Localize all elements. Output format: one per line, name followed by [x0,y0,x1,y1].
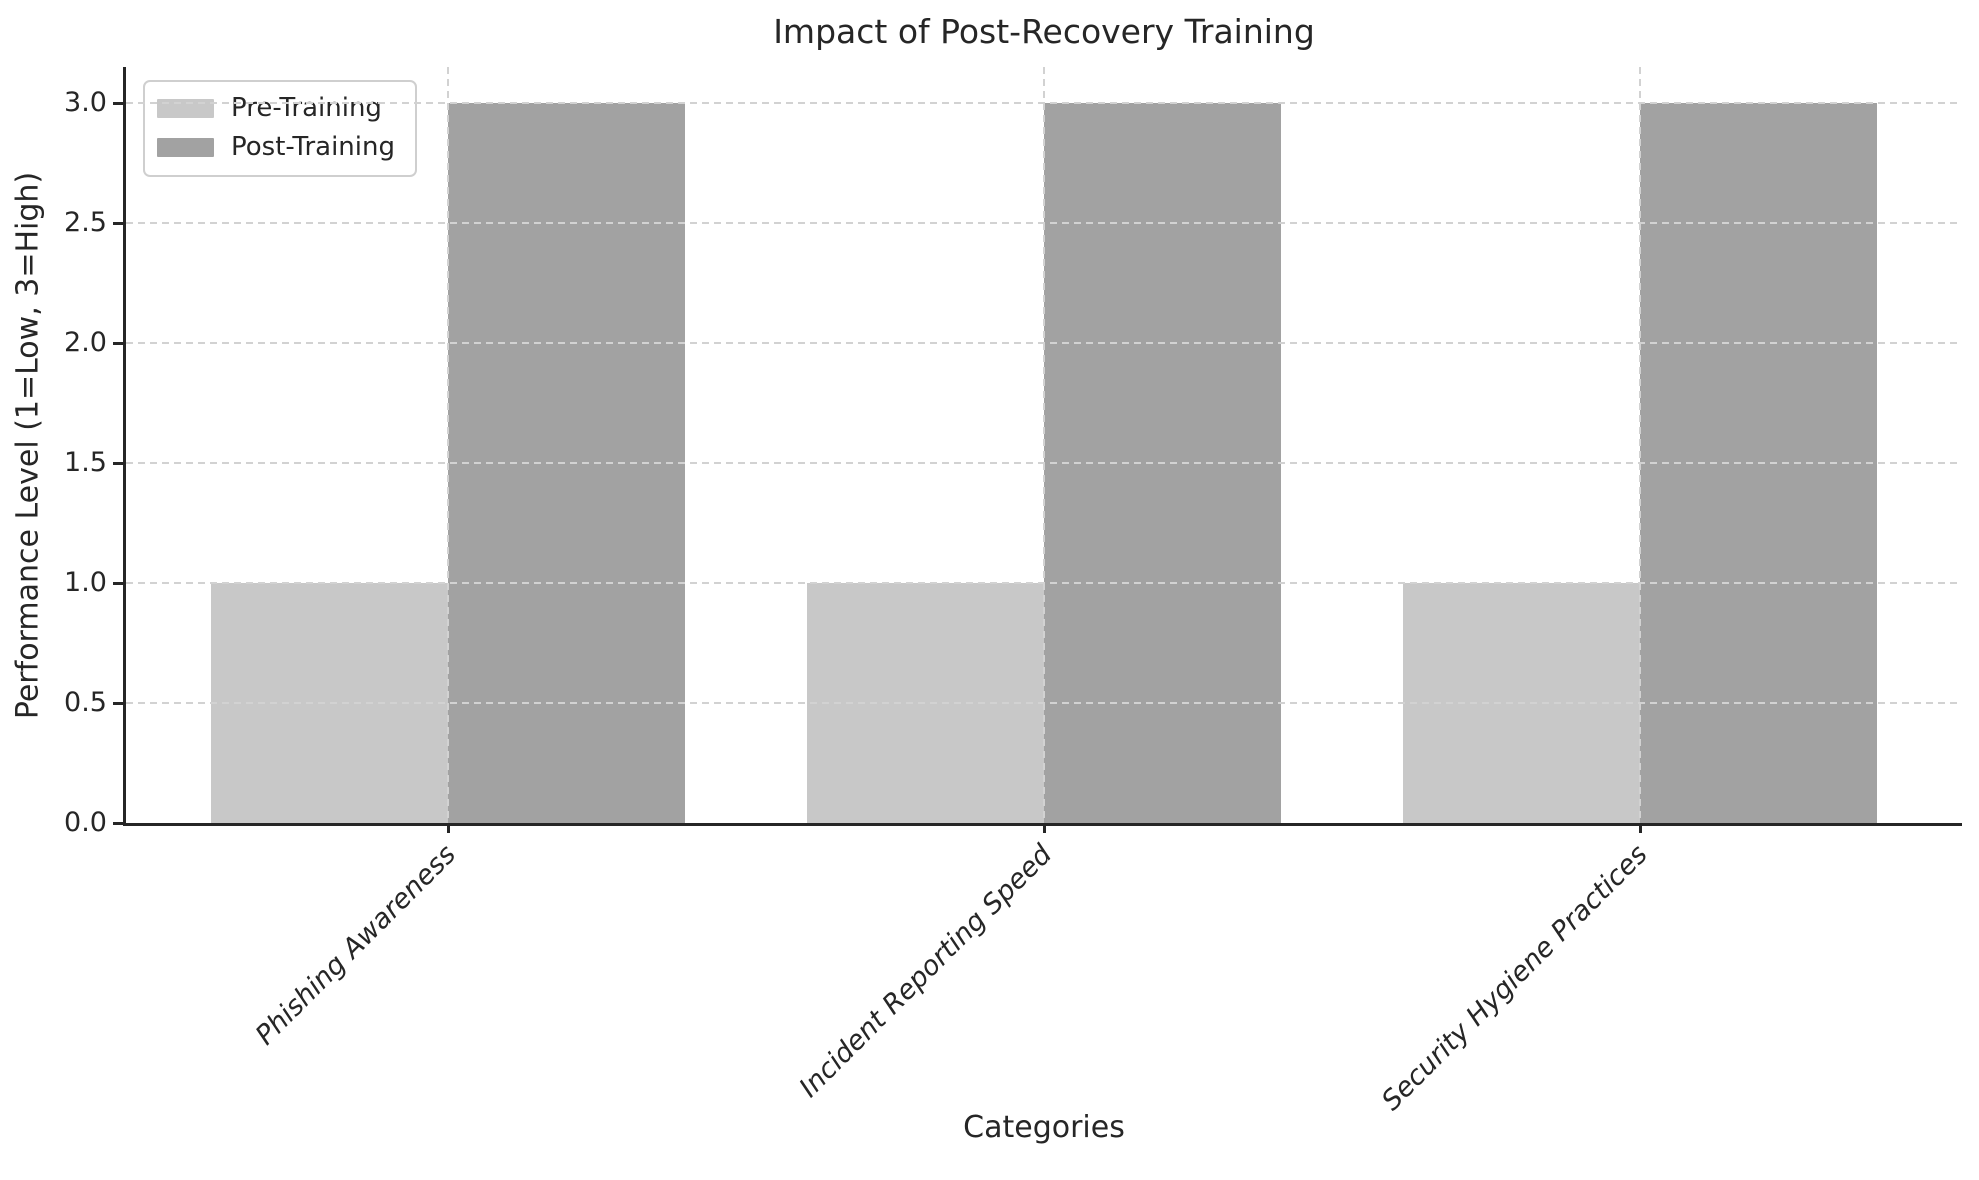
y-tick-label-1.5: 1.5 [64,447,107,478]
y-tick-label-3.0: 3.0 [64,87,107,118]
legend-label-pre-training: Pre-Training [231,93,382,123]
x-tick-label-security-hygiene-practices: Security Hygiene Practices [1376,839,1654,1117]
chart-title: Impact of Post-Recovery Training [773,12,1315,51]
x-tick-label-incident-reporting-speed: Incident Reporting Speed [793,839,1058,1104]
y-tick-3.0 [113,101,123,105]
y-gridline-2.5 [126,222,1962,224]
y-tick-2.0 [113,341,123,345]
y-gridline-1.0 [126,582,1962,584]
y-gridline-2.0 [126,342,1962,344]
y-tick-label-0.0: 0.0 [64,807,107,838]
x-tick-phishing-awareness [446,823,450,833]
y-tick-label-2.5: 2.5 [64,207,107,238]
y-tick-2.5 [113,221,123,225]
x-tick-incident-reporting-speed [1042,823,1046,833]
y-tick-0.0 [113,821,123,825]
y-tick-label-1.0: 1.0 [64,567,107,598]
legend: Pre-Training Post-Training [143,80,417,177]
legend-item-pre-training: Pre-Training [157,93,395,123]
y-gridline-0.5 [126,702,1962,704]
plot-area: Pre-Training Post-Training [113,67,1962,833]
y-tick-label-2.0: 2.0 [64,327,107,358]
x-tick-security-hygiene-practices [1638,823,1642,833]
x-gridline-security-hygiene-practices [1639,67,1641,823]
x-gridline-incident-reporting-speed [1043,67,1045,823]
y-gridline-3.0 [126,102,1962,104]
legend-label-post-training: Post-Training [231,132,395,162]
y-tick-1.5 [113,461,123,465]
y-tick-label-0.5: 0.5 [64,687,107,718]
x-tick-label-phishing-awareness: Phishing Awareness [249,839,462,1052]
y-axis-spine [123,67,126,826]
legend-swatch-post-training [157,137,214,157]
x-gridline-phishing-awareness [447,67,449,823]
legend-item-post-training: Post-Training [157,132,395,162]
x-axis-label: Categories [963,1110,1125,1145]
y-tick-1.0 [113,581,123,585]
y-tick-0.5 [113,701,123,705]
y-gridline-1.5 [126,462,1962,464]
